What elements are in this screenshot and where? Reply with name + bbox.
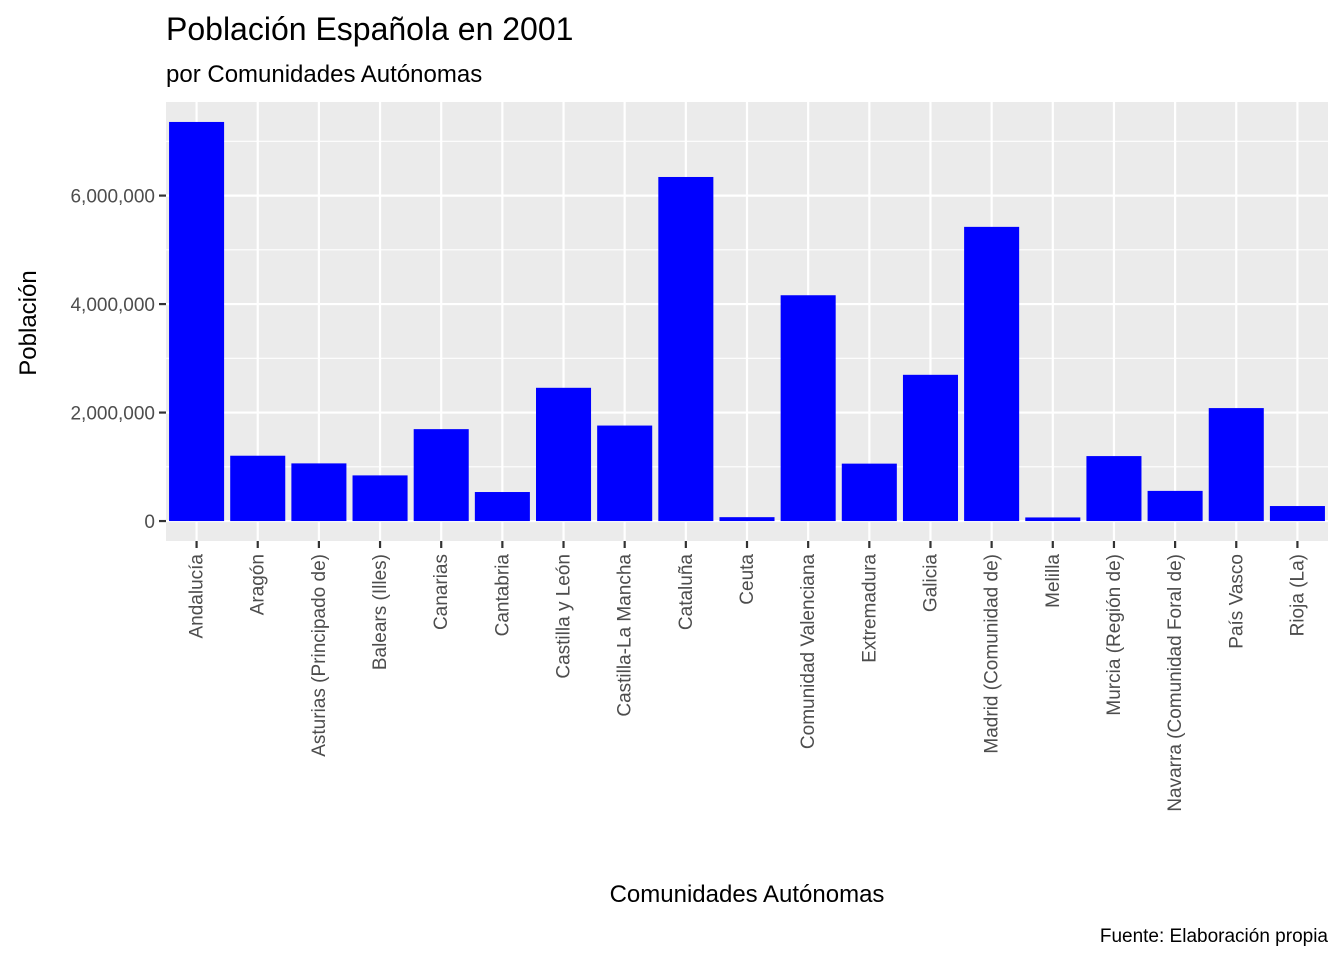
chart-title: Población Española en 2001 xyxy=(166,11,573,47)
x-tick-label: Asturias (Principado de) xyxy=(309,554,330,757)
bar xyxy=(536,387,592,522)
y-axis: 0 2,000,000 4,000,000 6,000,000 xyxy=(70,187,166,533)
x-tick-label: Cantabria xyxy=(492,554,513,637)
bar xyxy=(413,429,469,522)
x-tick-label: Canarias xyxy=(431,554,452,630)
y-tick-label: 2,000,000 xyxy=(70,404,155,425)
y-tick-label: 6,000,000 xyxy=(70,187,155,208)
x-tick-label: Rioja (La) xyxy=(1287,554,1308,636)
x-tick-label: Murcia (Región de) xyxy=(1104,554,1125,716)
bar xyxy=(1025,517,1081,522)
bar xyxy=(780,295,836,522)
x-axis-title: Comunidades Autónomas xyxy=(610,881,885,908)
y-tick-label: 4,000,000 xyxy=(70,295,155,316)
bar xyxy=(719,517,775,522)
bar xyxy=(658,176,714,522)
x-tick-label: Navarra (Comunidad Foral de) xyxy=(1165,554,1186,812)
x-tick-label: Extremadura xyxy=(859,554,880,663)
bar xyxy=(841,463,897,522)
y-axis-title: Población xyxy=(15,270,42,375)
y-tick-label: 0 xyxy=(144,512,155,533)
x-tick-label: Cataluña xyxy=(676,554,697,630)
bar xyxy=(352,475,408,522)
x-tick-label: Aragón xyxy=(248,554,269,615)
x-tick-label: Castilla-La Mancha xyxy=(615,554,636,717)
x-tick-label: Melilla xyxy=(1043,554,1064,608)
bar xyxy=(964,226,1020,522)
bar xyxy=(597,425,653,522)
x-tick-label: País Vasco xyxy=(1226,554,1247,649)
x-tick-label: Madrid (Comunidad de) xyxy=(982,554,1003,754)
x-tick-label: Castilla y León xyxy=(554,554,575,679)
chart-caption: Fuente: Elaboración propia xyxy=(1100,926,1329,947)
bar xyxy=(230,455,286,522)
chart-subtitle: por Comunidades Autónomas xyxy=(166,61,482,88)
x-tick-label: Comunidad Valenciana xyxy=(798,554,819,749)
x-tick-label: Galicia xyxy=(920,554,941,613)
x-axis: Andalucía Aragón Asturias (Principado de) B… xyxy=(187,541,1308,812)
bar xyxy=(291,463,347,522)
bar xyxy=(902,374,958,522)
bar xyxy=(1269,506,1325,522)
bar xyxy=(1086,456,1142,522)
x-tick-label: Balears (Illes) xyxy=(370,554,391,670)
bar xyxy=(1147,490,1203,522)
bar xyxy=(474,492,530,522)
bar xyxy=(1208,408,1264,522)
x-tick-label: Ceuta xyxy=(737,554,758,605)
bar xyxy=(169,121,225,522)
bar-series xyxy=(169,121,1325,522)
x-tick-label: Andalucía xyxy=(187,554,208,639)
